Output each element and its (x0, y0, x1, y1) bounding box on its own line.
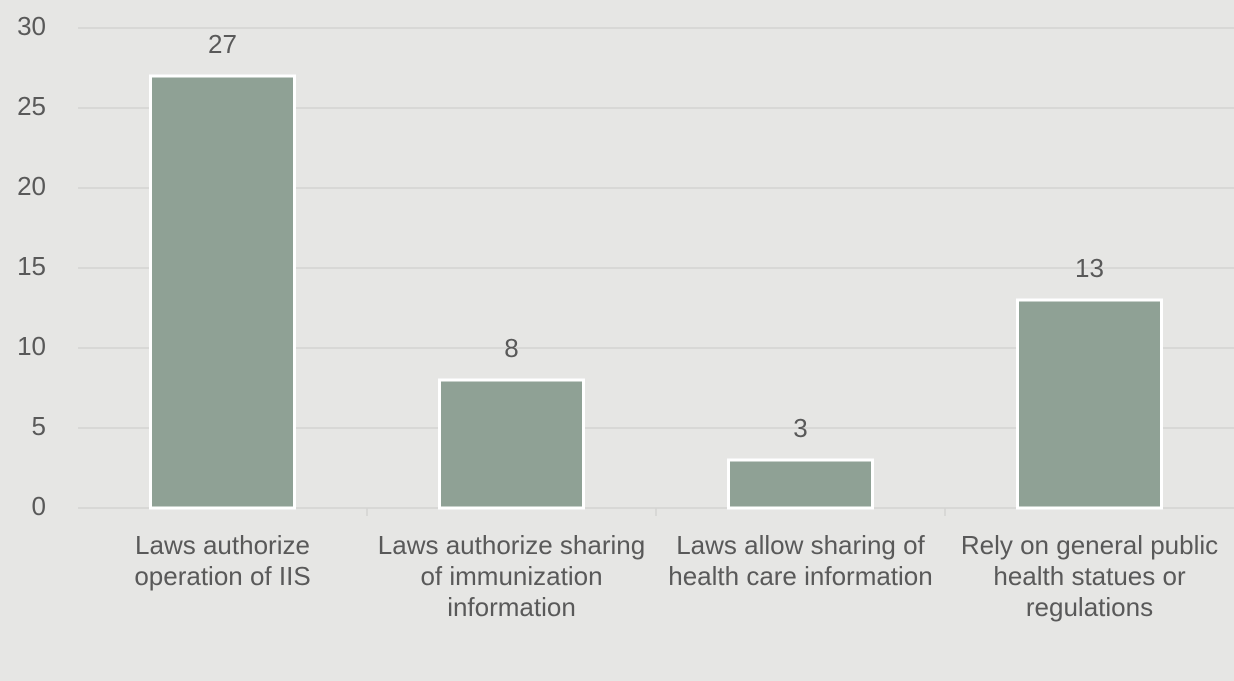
x-tick-label: Rely on general public health statues or… (960, 530, 1219, 622)
bar (727, 458, 874, 510)
y-tick-label: 20 (17, 171, 46, 201)
bar (438, 378, 585, 510)
x-tick-label: Laws authorize sharing of immunization i… (377, 530, 646, 622)
y-tick-label: 25 (17, 91, 46, 121)
data-label: 27 (208, 29, 237, 59)
bar (1016, 298, 1163, 510)
y-tick-label: 5 (32, 411, 46, 441)
y-tick-label: 15 (17, 251, 46, 281)
data-label: 13 (1075, 253, 1104, 283)
data-label: 8 (504, 333, 518, 363)
y-tick-label: 0 (32, 491, 46, 521)
y-tick-label: 10 (17, 331, 46, 361)
data-label: 3 (793, 413, 807, 443)
x-tick-label: Laws allow sharing of health care inform… (668, 530, 933, 591)
y-tick-label: 30 (17, 11, 46, 41)
bar (149, 74, 296, 510)
x-tick-label: Laws authorize operation of IIS (134, 530, 311, 591)
